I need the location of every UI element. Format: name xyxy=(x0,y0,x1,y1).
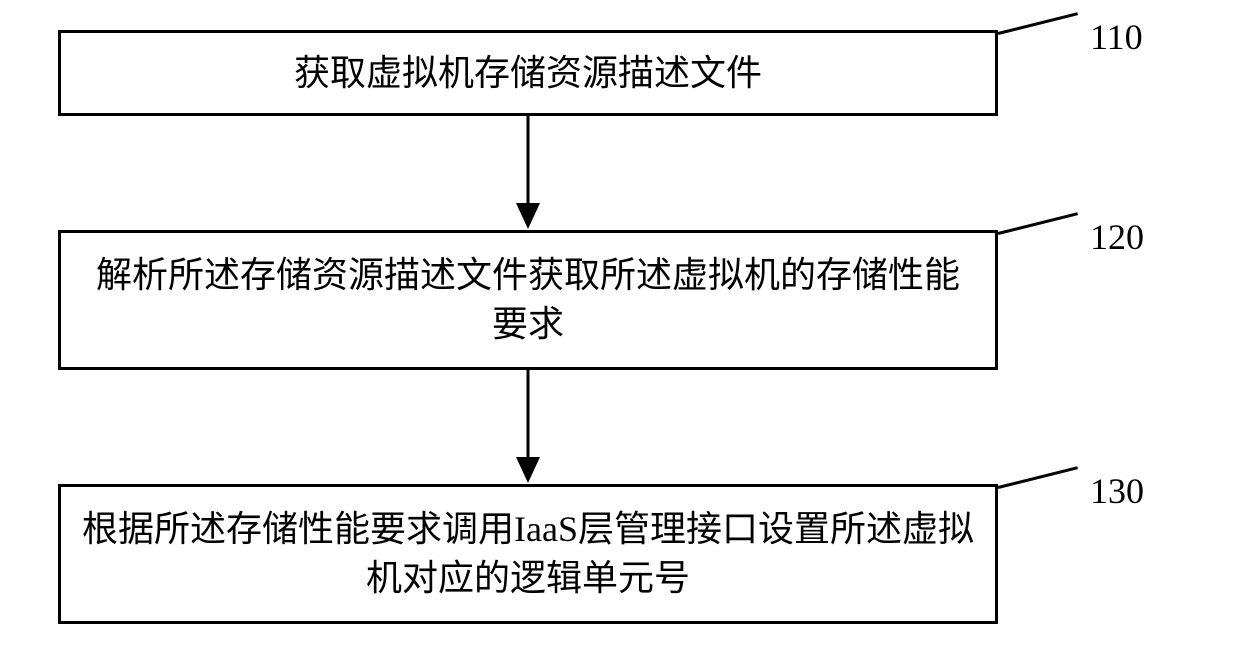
arrow-110-120-stem xyxy=(527,116,530,204)
flowchart-canvas: 获取虚拟机存储资源描述文件 110 解析所述存储资源描述文件获取所述虚拟机的存储… xyxy=(0,0,1240,662)
arrow-110-120-head xyxy=(516,203,540,229)
step-120-box: 解析所述存储资源描述文件获取所述虚拟机的存储性能要求 xyxy=(58,230,998,370)
step-130-text: 根据所述存储性能要求调用IaaS层管理接口设置所述虚拟机对应的逻辑单元号 xyxy=(79,505,977,602)
step-110-text: 获取虚拟机存储资源描述文件 xyxy=(294,49,762,98)
step-120-ref: 120 xyxy=(1090,216,1144,258)
step-110-box: 获取虚拟机存储资源描述文件 xyxy=(58,30,998,116)
step-110-leader xyxy=(998,12,1078,34)
step-120-leader xyxy=(998,212,1078,234)
step-110-ref: 110 xyxy=(1090,16,1143,58)
step-130-leader xyxy=(998,466,1078,488)
step-130-ref: 130 xyxy=(1090,470,1144,512)
step-120-text: 解析所述存储资源描述文件获取所述虚拟机的存储性能要求 xyxy=(79,251,977,348)
arrow-120-130-stem xyxy=(527,370,530,458)
step-130-box: 根据所述存储性能要求调用IaaS层管理接口设置所述虚拟机对应的逻辑单元号 xyxy=(58,484,998,624)
arrow-120-130-head xyxy=(516,457,540,483)
